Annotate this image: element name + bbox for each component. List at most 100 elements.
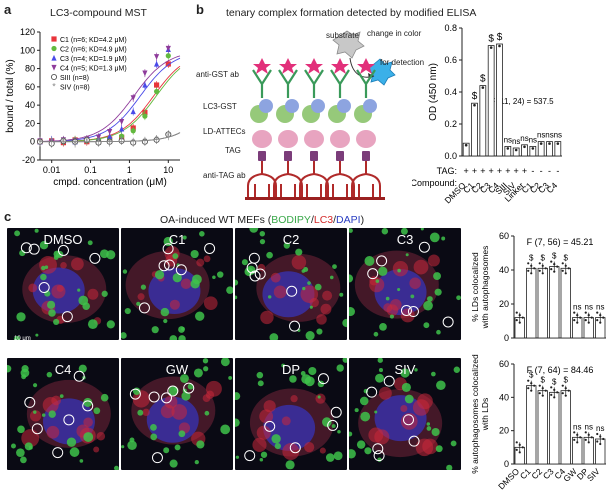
lipid-droplet bbox=[336, 364, 344, 372]
bar bbox=[537, 267, 548, 339]
legend-label: C3 (n=4; KD=1.9 μM) bbox=[60, 56, 127, 63]
lipid-droplet bbox=[182, 235, 187, 240]
lc3-signal bbox=[322, 290, 333, 301]
colocalization-circle bbox=[376, 255, 388, 267]
bar bbox=[560, 390, 571, 465]
lipid-droplet bbox=[79, 459, 84, 463]
colocalization-circle bbox=[24, 396, 36, 408]
data-point-c1 bbox=[153, 82, 160, 88]
replicate-point bbox=[514, 148, 518, 152]
lipid-droplet bbox=[99, 249, 109, 259]
lc3-signal bbox=[260, 310, 274, 325]
lipid-droplet bbox=[204, 410, 210, 416]
lipid-droplet bbox=[140, 284, 147, 290]
lipid-droplet bbox=[173, 387, 178, 391]
lc3-signal bbox=[422, 438, 438, 455]
replicate-point bbox=[530, 382, 533, 385]
panel-c-letter: c bbox=[4, 209, 12, 224]
anti-tag-label: anti-TAG ab bbox=[203, 171, 246, 180]
tag-block bbox=[258, 151, 266, 161]
y-axis-title: bound / total (%) bbox=[5, 59, 16, 132]
lipid-droplet bbox=[28, 445, 33, 450]
lipid-droplet bbox=[83, 397, 93, 407]
bar bbox=[537, 141, 545, 157]
data-point-siv: * bbox=[167, 131, 171, 141]
lipid-droplet bbox=[44, 265, 49, 269]
tag-sign: + bbox=[522, 166, 527, 176]
tag-sign: + bbox=[472, 166, 477, 176]
significance-label: ns bbox=[596, 303, 604, 312]
colocalization-circle bbox=[244, 450, 256, 462]
lipid-droplet bbox=[271, 434, 281, 444]
lipid-droplet bbox=[220, 424, 231, 435]
lc3-signal bbox=[417, 393, 433, 410]
lc3-signal bbox=[392, 261, 409, 277]
nucleus bbox=[262, 271, 315, 318]
lc3-signal bbox=[60, 262, 67, 269]
lipid-droplet bbox=[192, 274, 202, 285]
replicate-point bbox=[584, 311, 587, 314]
anti-gst-antibody bbox=[278, 69, 298, 98]
lipid-droplet bbox=[106, 320, 115, 329]
lipid-droplet bbox=[414, 368, 418, 372]
y-tick-label: 120 bbox=[20, 27, 35, 37]
lipid-droplet bbox=[269, 333, 279, 340]
lipid-droplet bbox=[373, 331, 379, 337]
micrograph-image bbox=[121, 228, 233, 340]
hrp-enzyme-icon bbox=[279, 58, 297, 74]
mst-chart: -20 0 20 40 60 80 100 120 0.01 0.1 1 10 cmpd. concen… bbox=[5, 27, 181, 188]
lipid-droplet bbox=[172, 253, 179, 259]
lc3-signal bbox=[169, 299, 180, 310]
lipid-droplet bbox=[39, 240, 49, 250]
lipid-droplet bbox=[121, 445, 125, 449]
lipid-droplet bbox=[397, 287, 401, 292]
lipid-droplet bbox=[309, 305, 313, 309]
colocalization-circle bbox=[158, 260, 170, 272]
significance-label: $ bbox=[541, 253, 546, 262]
tag-row-label: TAG: bbox=[437, 166, 457, 176]
lipid-droplet bbox=[226, 286, 233, 294]
lipid-droplet bbox=[426, 426, 432, 431]
replicate-point bbox=[521, 446, 524, 449]
micrograph-label: DP bbox=[281, 362, 301, 377]
replicate-point bbox=[556, 142, 560, 145]
significance-label: ns bbox=[529, 135, 537, 144]
lipid-droplet bbox=[259, 239, 266, 245]
lipid-droplet bbox=[202, 358, 209, 364]
data-point-siv: * bbox=[143, 136, 147, 146]
significance-label: ns bbox=[554, 131, 562, 140]
x-tick-label: 10 bbox=[163, 165, 173, 175]
bar bbox=[512, 147, 520, 157]
lipid-droplet bbox=[150, 433, 158, 441]
anti-tag-antibody bbox=[273, 184, 303, 197]
lc3-signal bbox=[51, 284, 66, 299]
replicate-point bbox=[596, 319, 599, 322]
lipid-droplet bbox=[46, 300, 56, 309]
replicate-point bbox=[515, 441, 518, 444]
replicate-point bbox=[602, 316, 605, 319]
lipid-droplet bbox=[339, 292, 344, 297]
replicate-point bbox=[576, 321, 579, 324]
colocalization-circle bbox=[289, 320, 301, 332]
y-tick-label: 0 bbox=[30, 137, 35, 147]
y-tick-label: 0.0 bbox=[444, 151, 457, 161]
lipid-droplet bbox=[389, 314, 395, 319]
micrograph-label: DMSO bbox=[43, 232, 83, 247]
lipid-droplet bbox=[267, 295, 272, 299]
elisa-diagram bbox=[245, 30, 396, 200]
lipid-droplet bbox=[7, 365, 12, 373]
hrp-enzyme-icon bbox=[331, 58, 349, 74]
lipid-droplet bbox=[322, 417, 332, 427]
bar bbox=[504, 145, 512, 157]
lipid-droplet bbox=[235, 455, 240, 459]
legend-marker bbox=[50, 73, 58, 81]
lipid-droplet bbox=[378, 266, 388, 276]
lc3-gst-label: LC3-GST bbox=[203, 102, 237, 111]
lipid-droplet bbox=[34, 228, 39, 233]
colocalization-circle bbox=[57, 244, 69, 256]
y-tick-label: 0.2 bbox=[444, 119, 457, 129]
lipid-droplet bbox=[441, 236, 446, 241]
y-tick-label: -20 bbox=[22, 155, 35, 165]
ld-attec-blob bbox=[356, 130, 376, 148]
anti-tag-antibody-arm bbox=[325, 172, 355, 187]
